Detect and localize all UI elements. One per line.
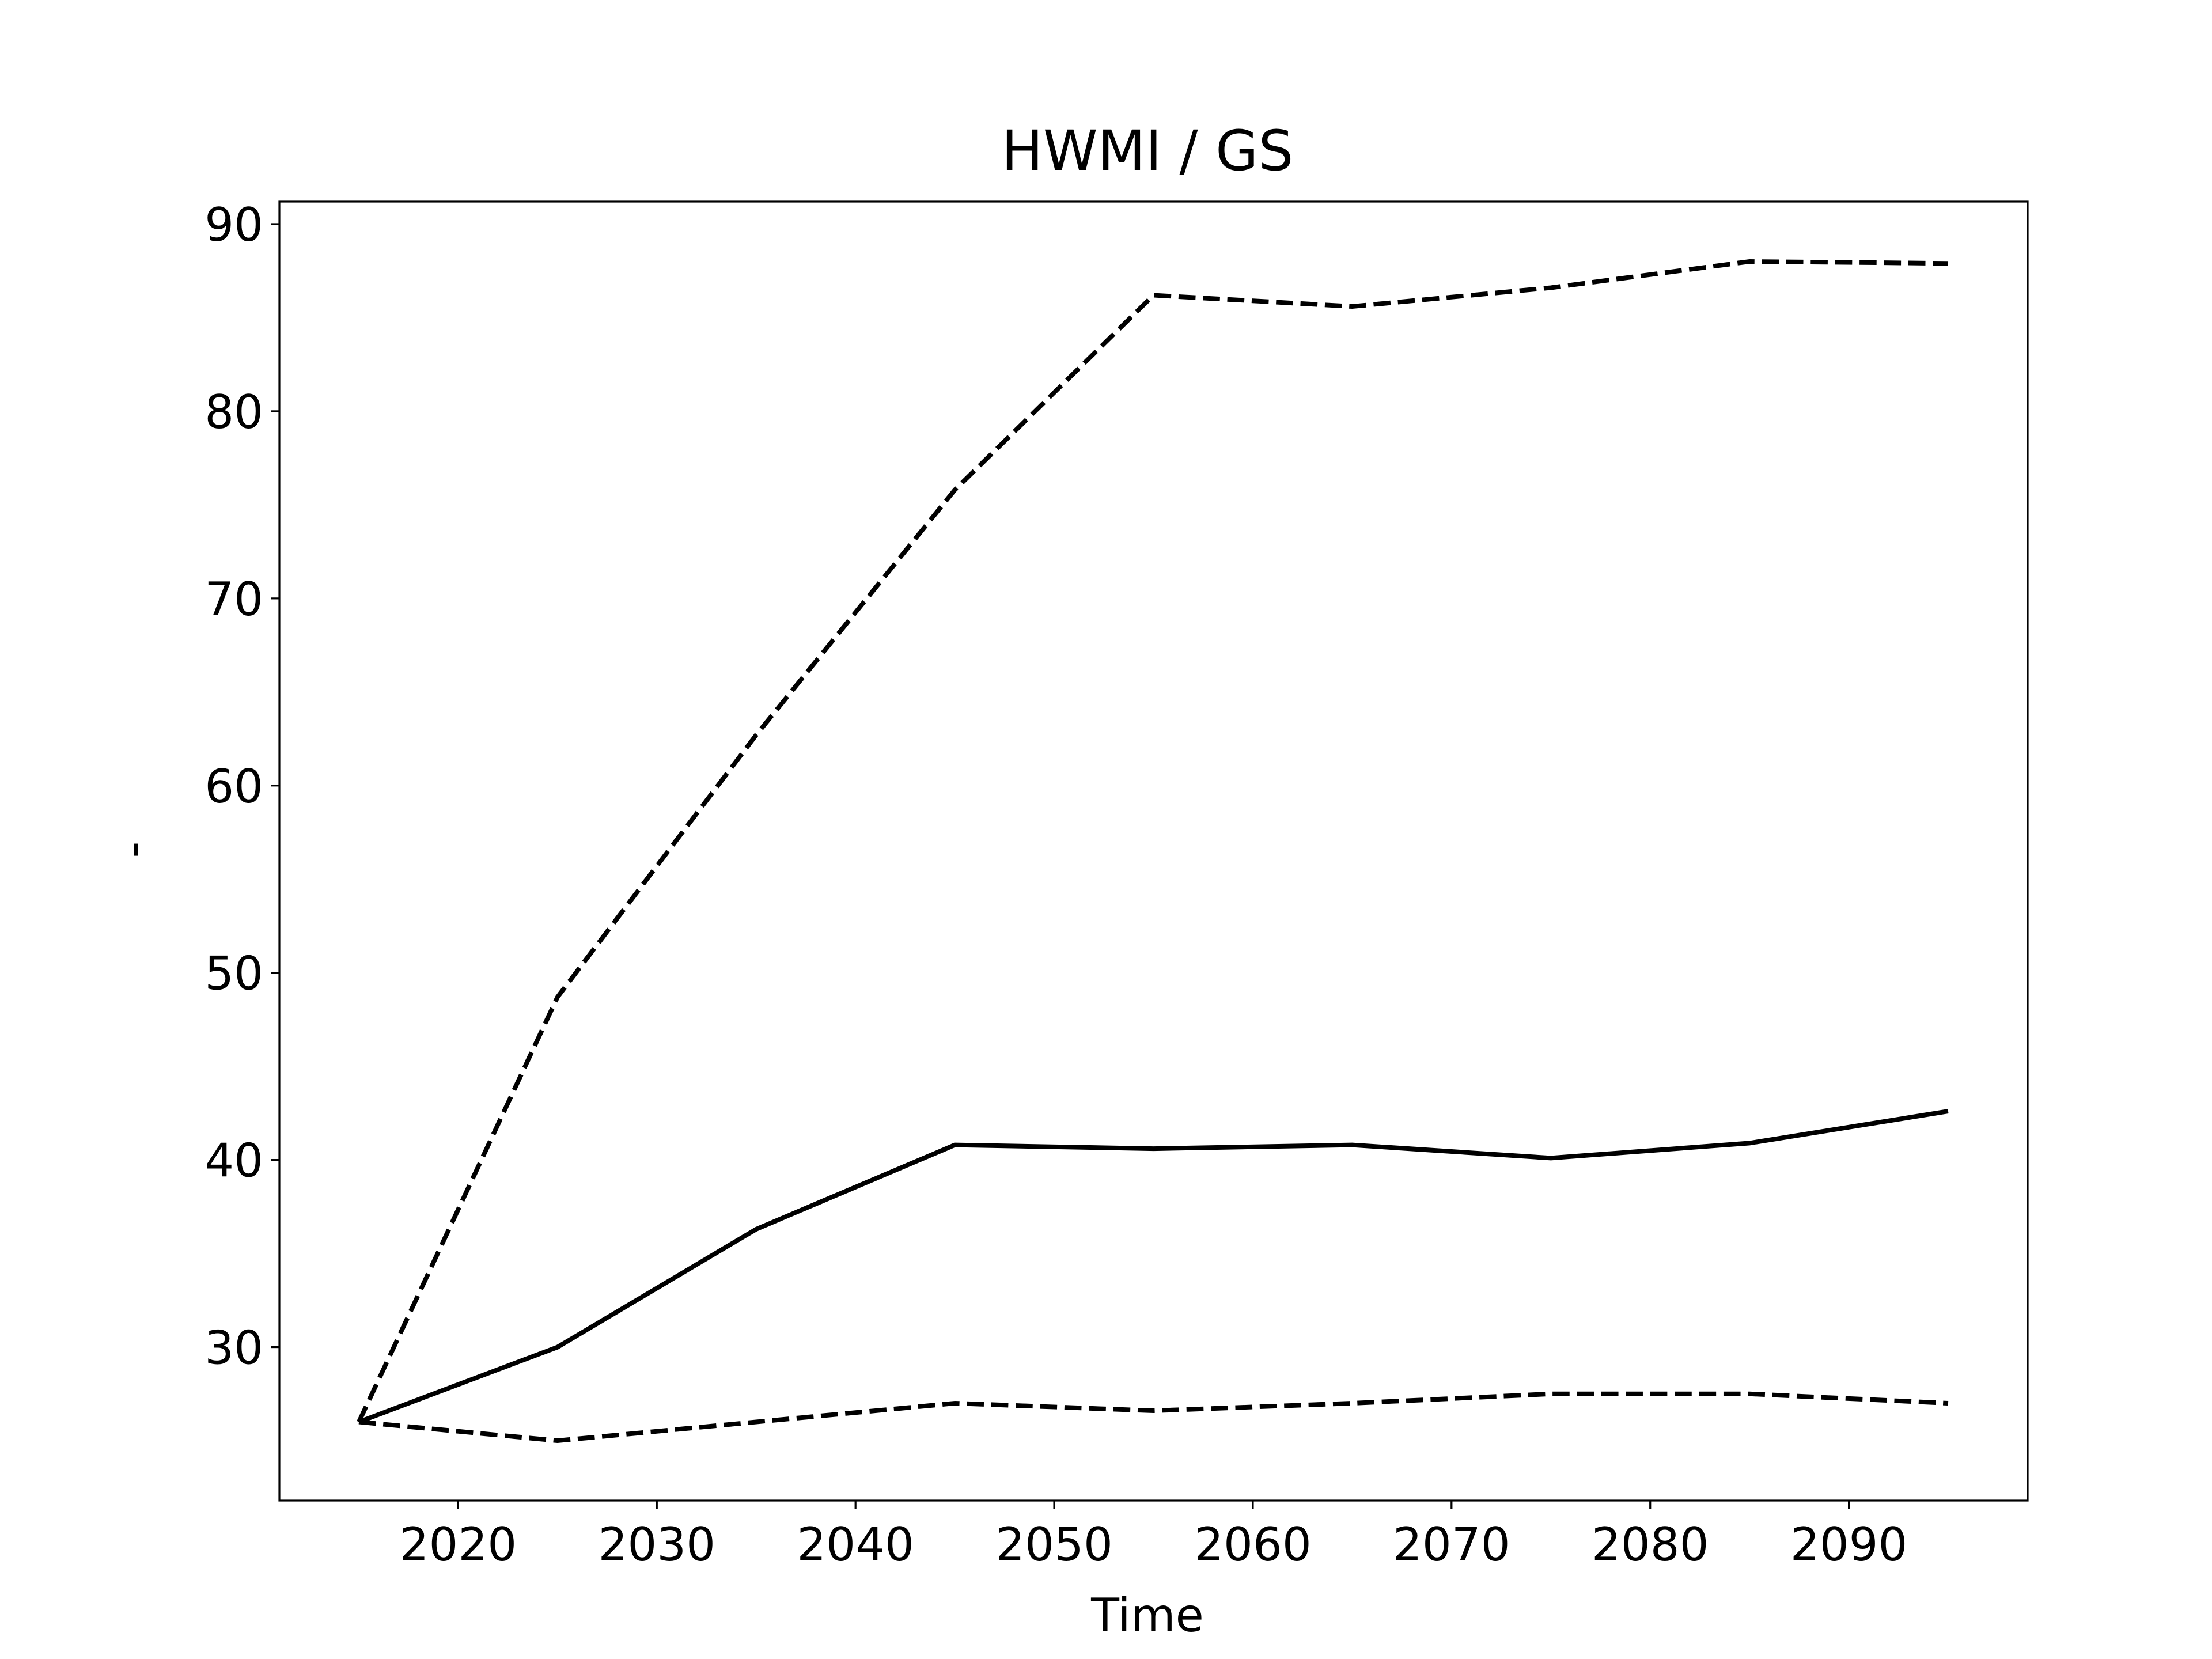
y-tick-label: 90 — [204, 198, 263, 252]
y-tick-label: 50 — [204, 947, 263, 1001]
plot-frame — [278, 200, 2029, 1502]
y-tick-label: 60 — [204, 760, 263, 813]
x-tick-label: 2030 — [598, 1518, 715, 1571]
y-axis: 30 40 50 60 70 80 90 — [204, 198, 279, 1375]
y-tick-label: 30 — [204, 1321, 263, 1375]
y-axis-label: - — [106, 842, 160, 858]
x-tick-label: 2080 — [1592, 1518, 1709, 1571]
y-tick-label: 40 — [204, 1134, 263, 1188]
chart-title: HWMI / GS — [1002, 119, 1294, 183]
x-tick-label: 2020 — [400, 1518, 517, 1571]
x-tick-label: 2040 — [797, 1518, 914, 1571]
series-layer — [357, 259, 1949, 1444]
x-axis: 2020 2030 2040 2050 2060 2070 2080 2090 — [400, 1501, 1908, 1571]
series-line-3-dashed — [358, 1391, 1949, 1444]
x-tick-label: 2060 — [1194, 1518, 1312, 1571]
x-tick-label: 2070 — [1393, 1518, 1510, 1571]
series-line-2-dashed — [357, 259, 1949, 1423]
y-tick-label: 70 — [204, 573, 263, 626]
x-tick-label: 2090 — [1790, 1518, 1908, 1571]
x-tick-label: 2050 — [995, 1518, 1113, 1571]
x-axis-label: Time — [1090, 1589, 1204, 1642]
series-line-1-solid — [358, 1109, 1949, 1425]
y-tick-label: 80 — [204, 385, 263, 439]
